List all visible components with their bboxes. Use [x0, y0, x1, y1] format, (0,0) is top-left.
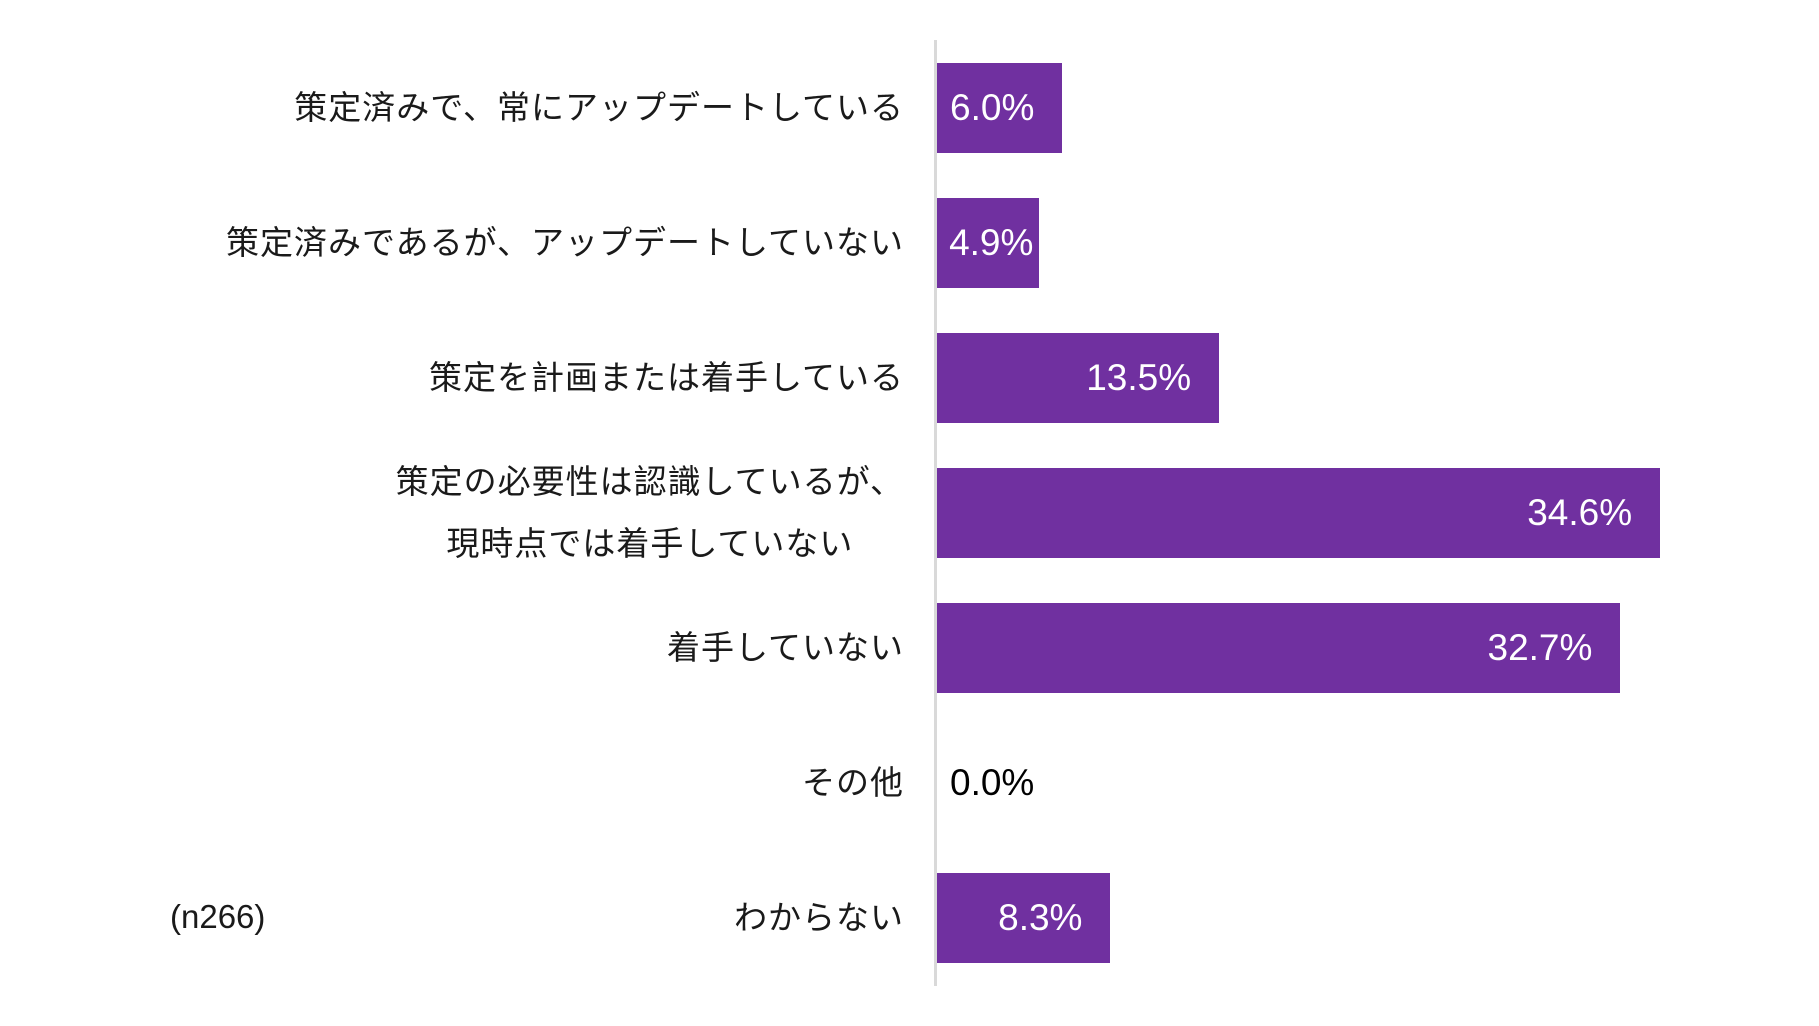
category-label: 策定を計画または着手している [428, 358, 904, 397]
bar: 32.7% [937, 603, 1621, 693]
category-label-line: 策定の必要性は認識しているが、 [395, 462, 904, 501]
bar-row: 着手していない 32.7% [0, 603, 1819, 693]
bar: 34.6% [937, 468, 1661, 558]
bar: 8.3% [937, 873, 1111, 963]
bar-row: 策定の必要性は認識しているが、 現時点では着手していない 34.6% [0, 462, 1819, 563]
category-axis-line [934, 40, 937, 986]
bar-row: 策定を計画または着手している 13.5% [0, 333, 1819, 423]
value-label: 34.6% [1527, 492, 1633, 533]
value-label: 4.9% [949, 222, 1034, 263]
bar: 13.5% [937, 333, 1220, 423]
bar-row: 策定済みであるが、アップデートしていない 4.9% [0, 198, 1819, 288]
category-label: わからない [734, 898, 904, 937]
value-label: 6.0% [950, 87, 1035, 128]
category-label: 着手していない [666, 628, 904, 667]
sample-size-note: (n266) [170, 898, 266, 935]
bar: 6.0% [937, 63, 1063, 153]
value-label: 32.7% [1487, 627, 1593, 668]
category-label: 策定済みであるが、アップデートしていない [225, 223, 904, 262]
bar-row: 策定済みで、常にアップデートしている 6.0% [0, 63, 1819, 153]
bar: 4.9% [937, 198, 1040, 288]
bar-row: わからない 8.3% [0, 873, 1819, 963]
value-label: 0.0% [950, 762, 1035, 803]
value-label: 13.5% [1086, 357, 1192, 398]
bar-row: その他 0.0% [0, 738, 1819, 828]
value-label: 8.3% [998, 897, 1083, 938]
category-label: 策定済みで、常にアップデートしている [294, 88, 904, 127]
category-label: その他 [802, 763, 904, 802]
category-label: 策定の必要性は認識しているが、 現時点では着手していない [396, 438, 904, 588]
category-label-line: 現時点では着手していない [446, 524, 854, 563]
